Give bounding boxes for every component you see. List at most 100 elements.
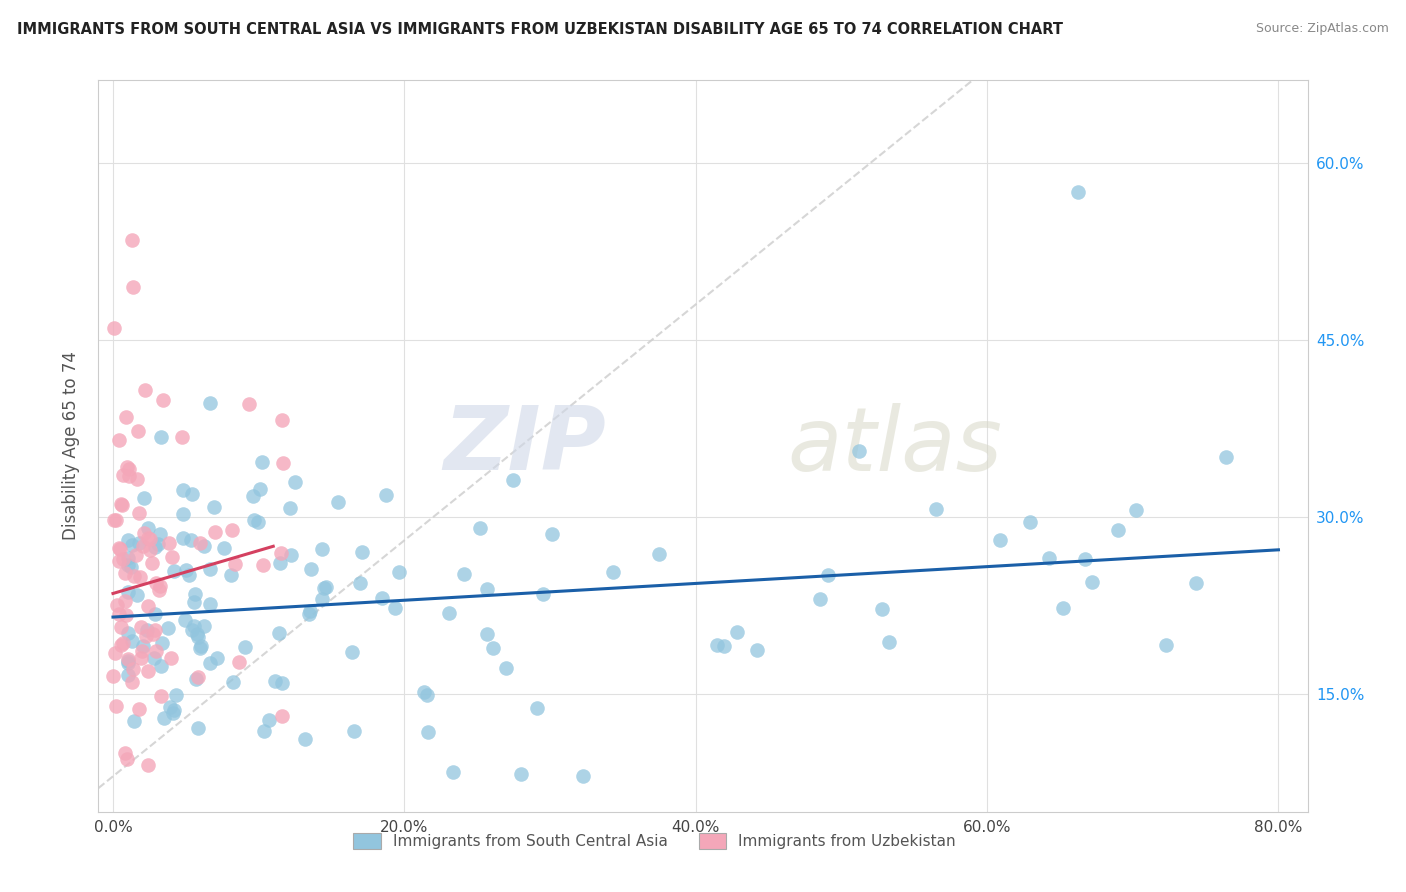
Point <box>388 565 411 579</box>
Point <box>246 515 269 529</box>
Point <box>103 513 125 527</box>
Point <box>132 539 155 553</box>
Point <box>183 619 205 633</box>
Point <box>326 495 349 509</box>
Point <box>340 645 363 659</box>
Point <box>502 473 524 487</box>
Point <box>280 549 302 563</box>
Point <box>294 731 316 746</box>
Point <box>269 557 291 571</box>
Point <box>121 538 143 552</box>
Point <box>311 591 333 606</box>
Point <box>207 651 229 665</box>
Point <box>159 699 181 714</box>
Legend: Immigrants from South Central Asia, Immigrants from Uzbekistan: Immigrants from South Central Asia, Immi… <box>347 827 962 855</box>
Point <box>1066 186 1088 200</box>
Point <box>186 626 208 640</box>
Point <box>122 714 145 728</box>
Point <box>117 533 139 547</box>
Point <box>299 604 322 618</box>
Point <box>134 384 156 398</box>
Point <box>375 488 398 502</box>
Point <box>1215 450 1237 464</box>
Point <box>108 554 131 568</box>
Point <box>105 698 128 713</box>
Point <box>202 500 225 515</box>
Point <box>125 472 148 486</box>
Point <box>104 646 127 660</box>
Point <box>271 709 294 723</box>
Point <box>112 636 135 650</box>
Point <box>817 568 839 582</box>
Point <box>648 547 671 561</box>
Point <box>495 661 517 675</box>
Point <box>1074 552 1097 566</box>
Point <box>198 597 221 611</box>
Point <box>267 625 290 640</box>
Point <box>249 482 271 496</box>
Point <box>745 642 768 657</box>
Point <box>115 460 138 475</box>
Point <box>183 595 205 609</box>
Point <box>117 625 139 640</box>
Point <box>134 491 156 505</box>
Point <box>139 532 162 546</box>
Point <box>271 456 294 470</box>
Point <box>115 410 138 425</box>
Point <box>526 700 548 714</box>
Point <box>180 533 202 547</box>
Point <box>118 468 141 483</box>
Point <box>121 675 143 690</box>
Point <box>270 413 292 427</box>
Point <box>150 430 173 444</box>
Point <box>198 396 221 410</box>
Text: atlas: atlas <box>787 403 1002 489</box>
Point <box>252 558 274 572</box>
Point <box>214 541 236 555</box>
Point <box>1125 503 1147 517</box>
Point <box>145 576 167 591</box>
Point <box>219 567 242 582</box>
Point <box>278 501 301 516</box>
Point <box>301 562 323 576</box>
Text: ZIP: ZIP <box>443 402 606 490</box>
Point <box>110 541 132 556</box>
Point <box>1081 574 1104 589</box>
Point <box>1018 516 1040 530</box>
Point <box>101 669 124 683</box>
Point <box>127 425 149 439</box>
Point <box>352 545 374 559</box>
Point <box>150 689 173 703</box>
Point <box>124 548 146 562</box>
Point <box>250 455 273 469</box>
Point <box>706 639 728 653</box>
Point <box>157 621 180 635</box>
Point <box>193 618 215 632</box>
Point <box>1185 575 1208 590</box>
Point <box>162 564 184 578</box>
Point <box>121 633 143 648</box>
Point <box>243 513 266 527</box>
Point <box>384 600 406 615</box>
Point <box>297 607 319 621</box>
Point <box>110 497 132 511</box>
Point <box>114 746 136 760</box>
Point <box>129 570 152 584</box>
Point <box>159 650 181 665</box>
Point <box>138 543 160 558</box>
Point <box>142 626 165 640</box>
Point <box>1107 523 1129 537</box>
Point <box>475 582 498 596</box>
Point <box>148 582 170 597</box>
Point <box>138 599 160 613</box>
Point <box>136 521 159 535</box>
Point <box>270 545 292 559</box>
Point <box>153 711 176 725</box>
Point <box>117 652 139 666</box>
Text: Source: ZipAtlas.com: Source: ZipAtlas.com <box>1256 22 1389 36</box>
Point <box>110 620 132 634</box>
Point <box>870 602 893 616</box>
Point <box>112 467 135 482</box>
Point <box>120 560 142 574</box>
Point <box>725 625 748 640</box>
